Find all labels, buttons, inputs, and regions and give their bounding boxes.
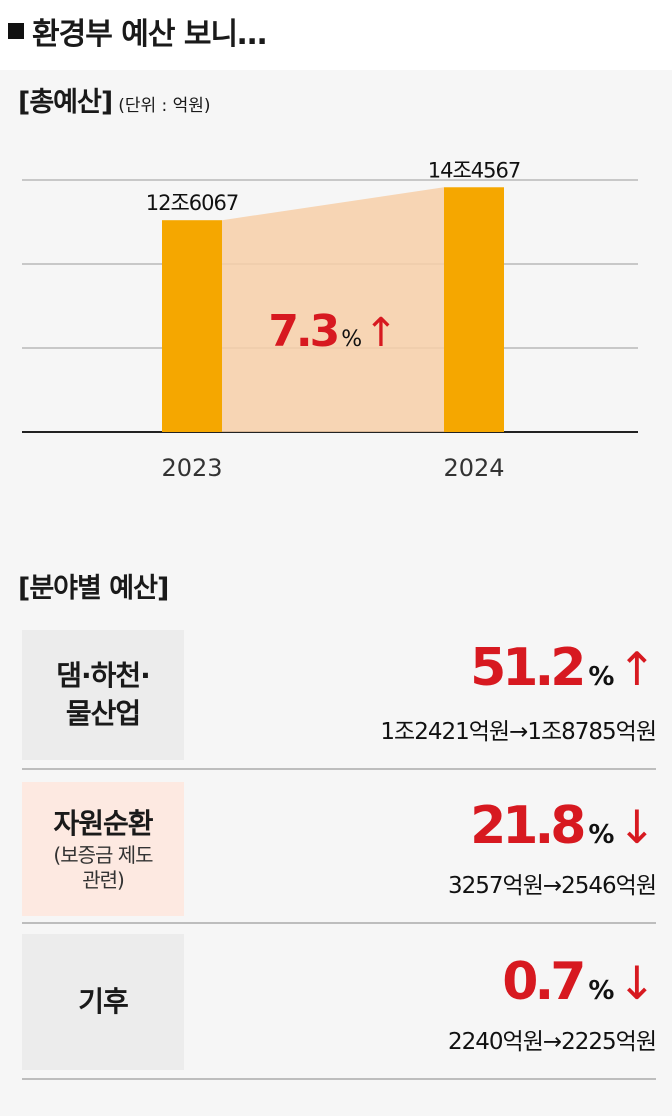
sector-change-pct: 21.8% ↓	[470, 796, 656, 856]
row-divider	[22, 768, 656, 770]
sector-label: 댐·하천· 물산업	[56, 659, 151, 730]
unit-label: (단위 : 억원)	[118, 96, 211, 116]
value-label-2023: 12조6067	[146, 191, 239, 215]
headline-title: 환경부 예산 보니…	[32, 17, 267, 52]
sector-section-title: [분야별 예산]	[18, 573, 169, 604]
bar-2023	[162, 220, 222, 432]
total-section-title: [총예산] (단위 : 억원)	[18, 80, 211, 119]
pct-value: 0.7	[502, 952, 586, 1012]
total-change-arrow: ↑	[364, 310, 398, 356]
sector-row-climate: 기후 0.7% ↓ 2240억원→2225억원	[22, 930, 657, 1080]
pct-sign: %	[588, 976, 615, 1006]
pct-sign: %	[588, 662, 615, 692]
row-divider	[22, 1078, 656, 1080]
pct-value: 21.8	[470, 796, 586, 856]
value-labels: 12조6067 14조4567	[146, 158, 522, 215]
headline: 환경부 예산 보니…	[8, 6, 267, 56]
sector-change-amount: 2240억원→2225억원	[448, 1029, 657, 1055]
bar-2024	[444, 187, 504, 432]
total-title-text: [총예산]	[18, 87, 113, 118]
sector-row-recycling: 자원순환 (보증금 제도 관련) 21.8% ↓ 3257억원→2546억원	[22, 776, 657, 924]
sector-sublabel: (보증금 제도 관련)	[53, 843, 153, 892]
sector-row-dam: 댐·하천· 물산업 51.2% ↑ 1조2421억원→1조8785억원	[22, 622, 657, 770]
total-change-percent: %	[341, 327, 362, 352]
sector-label-box: 기후	[22, 934, 184, 1070]
total-change-value: 7.3	[268, 306, 337, 357]
chart-bars	[162, 187, 504, 432]
total-budget-chart: 12조6067 14조4567 2023 2024 7.3 %↑	[22, 158, 638, 482]
total-change-label: 7.3 %↑	[268, 306, 397, 357]
sector-label: 자원순환	[53, 807, 153, 840]
row-divider	[22, 922, 656, 924]
sector-label-box: 자원순환 (보증금 제도 관련)	[22, 782, 184, 916]
x-tick-labels: 2023 2024	[161, 454, 504, 482]
x-tick-2023: 2023	[161, 454, 222, 482]
pct-value: 51.2	[470, 638, 586, 698]
value-label-2024: 14조4567	[428, 158, 521, 182]
up-arrow-icon: ↑	[617, 642, 656, 696]
sector-change-amount: 3257억원→2546억원	[448, 873, 657, 899]
sector-label: 기후	[78, 985, 129, 1018]
down-arrow-icon: ↓	[617, 800, 656, 854]
sector-change-pct: 0.7% ↓	[502, 952, 656, 1012]
change-band	[222, 187, 444, 432]
x-tick-2024: 2024	[443, 454, 504, 482]
pct-sign: %	[588, 820, 615, 850]
sector-label-box: 댐·하천· 물산업	[22, 630, 184, 760]
square-bullet-icon	[8, 23, 24, 39]
down-arrow-icon: ↓	[617, 956, 656, 1010]
sector-change-amount: 1조2421억원→1조8785억원	[380, 719, 657, 745]
sector-change-pct: 51.2% ↑	[470, 638, 656, 698]
